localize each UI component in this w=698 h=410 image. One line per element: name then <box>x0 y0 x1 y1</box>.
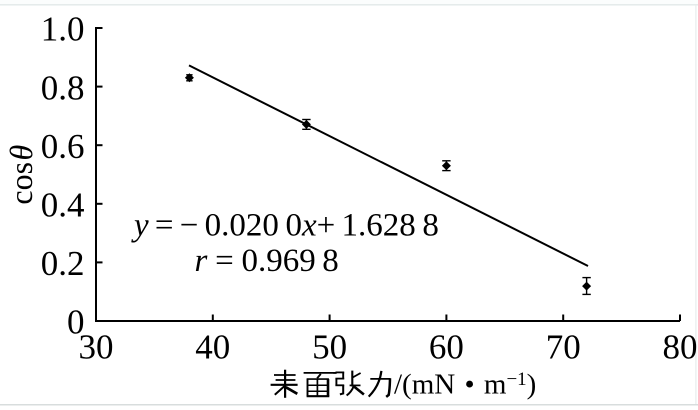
svg-text:y = − 0.020 0x+ 1.628 8: y = − 0.020 0x+ 1.628 8 <box>131 208 439 244</box>
svg-text:/(mN • m−1): /(mN • m−1) <box>394 369 536 401</box>
svg-text:0.2: 0.2 <box>41 244 85 283</box>
svg-text:80: 80 <box>663 327 698 366</box>
svg-text:0.4: 0.4 <box>41 186 85 225</box>
svg-text:30: 30 <box>79 327 114 366</box>
svg-text:0.8: 0.8 <box>41 68 85 107</box>
svg-text:0: 0 <box>67 303 85 342</box>
svg-text:cosθ: cosθ <box>3 145 39 205</box>
svg-text:r = 0.969 8: r = 0.969 8 <box>195 243 339 279</box>
svg-text:60: 60 <box>429 327 464 366</box>
svg-text:1.0: 1.0 <box>41 10 85 49</box>
svg-text:0.6: 0.6 <box>41 127 85 166</box>
svg-text:40: 40 <box>195 327 230 366</box>
svg-text:50: 50 <box>312 327 347 366</box>
svg-text:70: 70 <box>546 327 581 366</box>
